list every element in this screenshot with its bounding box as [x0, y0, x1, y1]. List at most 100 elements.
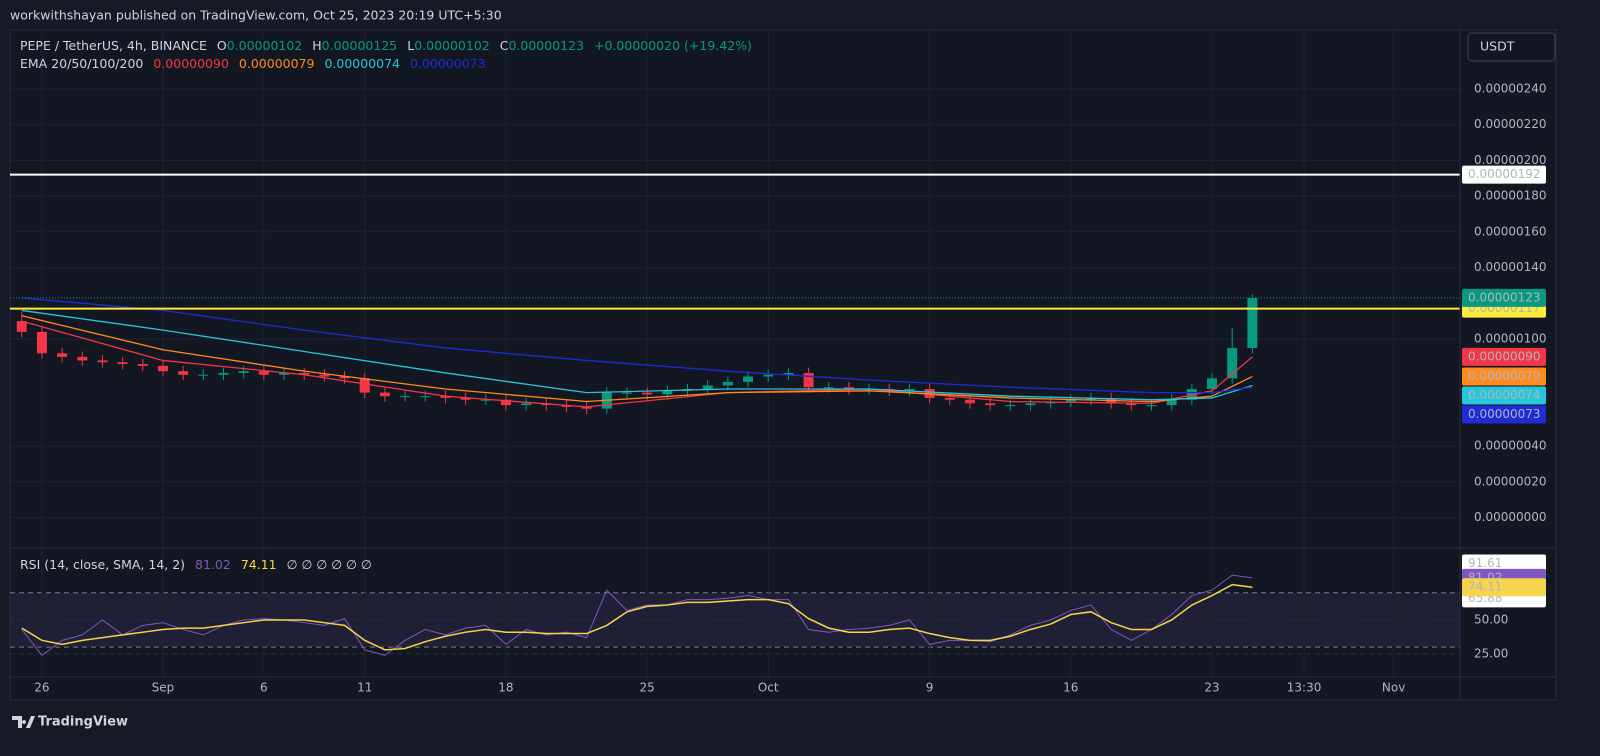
marks: [10, 173, 1460, 656]
currency[interactable]: USDT: [1480, 39, 1515, 54]
price-label-box: [1462, 367, 1546, 386]
logo-icon: [12, 716, 35, 728]
x-tick-label: 25: [640, 681, 655, 695]
footer: TradingView: [38, 715, 128, 730]
candle-body: [1025, 403, 1036, 406]
ema-value: 0.00000073: [410, 56, 486, 71]
candle-body: [319, 374, 330, 377]
candle-body: [1005, 405, 1016, 407]
y-tick-label: 0.00000160: [1474, 224, 1547, 238]
candle-body: [904, 389, 915, 391]
price-label: 74.11: [1468, 580, 1502, 594]
rsi-value: 81.02: [195, 557, 231, 572]
price-label-box: [1462, 165, 1546, 184]
price-label-box: [1462, 288, 1546, 307]
candle-body: [803, 372, 814, 388]
y-tick-label: 50.00: [1474, 612, 1508, 626]
grid: [10, 30, 1460, 677]
y-tick-label: 0.00000040: [1474, 439, 1547, 453]
currency-button[interactable]: [1467, 32, 1556, 62]
price-label-box: [1462, 386, 1546, 405]
y-tick-label: 25.00: [1474, 646, 1508, 660]
candle-body: [57, 353, 68, 357]
candle-body: [1227, 347, 1238, 379]
ohlc-value: 0.00000123: [508, 38, 584, 53]
candle-body: [460, 397, 471, 400]
candle-body: [1247, 297, 1258, 348]
y-tick-label: 0.00000140: [1474, 260, 1547, 274]
indicator: EMA 20/50/100/200: [20, 56, 143, 71]
y-tick-label: 0.00000100: [1474, 332, 1547, 346]
candle-body: [97, 360, 108, 363]
ema-line: [21, 309, 1253, 401]
y-tick-label: 0.00000020: [1474, 474, 1547, 488]
candle-body: [964, 399, 975, 404]
candle-body: [137, 364, 148, 366]
publisher: workwithshayan published on TradingView.…: [10, 8, 502, 23]
price-label: 0.00000090: [1468, 349, 1541, 363]
rsi-title: RSI (14, close, SMA, 14, 2): [20, 557, 185, 572]
candle-body: [359, 378, 370, 393]
price-label-box: [1462, 578, 1546, 597]
candle-body: [843, 387, 854, 390]
ema-line: [21, 297, 1253, 394]
change: +0.00000020 (+19.42%): [594, 38, 752, 53]
candle-body: [722, 381, 733, 386]
x-tick-label: Sep: [152, 681, 175, 695]
ema-value: 0.00000079: [239, 56, 315, 71]
candle-body: [339, 376, 350, 379]
candle-body: [36, 331, 47, 354]
candle-body: [400, 396, 411, 398]
x-tick-label: 16: [1063, 681, 1078, 695]
candle-body: [198, 374, 209, 376]
candle-body: [1126, 403, 1137, 406]
legend-main: PEPE / TetherUS, 4h, BINANCE O0.00000102…: [20, 38, 752, 53]
axis: 0.00000000 0.00000020 0.00000040 0.00000100…: [34, 81, 1546, 694]
y-tick-label: 0.00000220: [1474, 117, 1547, 131]
candle-body: [1207, 378, 1218, 390]
candle-body: [117, 362, 128, 365]
y-tick-label: 0.00000180: [1474, 189, 1547, 203]
candle-body: [218, 372, 229, 375]
candle-body: [642, 392, 653, 395]
rsi-line: [21, 583, 1253, 651]
legend-rsi: RSI (14, close, SMA, 14, 2) 81.02 74.11 …: [20, 557, 372, 572]
price-label: 0.00000192: [1468, 167, 1541, 181]
legend-ema: EMA 20/50/100/200 0.00000090 0.00000079 …: [20, 56, 486, 71]
price-label-box: [1462, 347, 1546, 366]
x-tick-label: 6: [260, 681, 268, 695]
candle-body: [823, 387, 834, 389]
candle-body: [985, 403, 996, 406]
candle-body: [581, 406, 592, 409]
candle-body: [702, 385, 713, 390]
price-label: 0.00000079: [1468, 369, 1541, 383]
ohlc-key: O: [217, 38, 227, 53]
price-label: 0.00000073: [1468, 407, 1541, 421]
candle-body: [1146, 405, 1157, 407]
ema-value: 0.00000090: [153, 56, 229, 71]
candle-body: [500, 399, 511, 406]
x-tick-label: 23: [1204, 681, 1219, 695]
candle-body: [279, 372, 290, 375]
candle-body: [16, 321, 27, 332]
candle-body: [379, 392, 390, 397]
price-label-box: [1462, 405, 1546, 424]
ema-value: 0.00000074: [324, 56, 400, 71]
x-tick-label: 26: [34, 681, 49, 695]
logo: TradingView: [12, 715, 128, 730]
ohlc-value: 0.00000102: [227, 38, 303, 53]
candle-body: [157, 365, 168, 372]
ohlc-key: H: [312, 38, 321, 53]
x-tick-label: Oct: [758, 681, 779, 695]
x-tick-label: 18: [498, 681, 513, 695]
ohlc-value: 0.00000102: [414, 38, 490, 53]
candle-body: [521, 403, 532, 406]
candle-body: [77, 356, 88, 361]
candle-body: [944, 397, 955, 400]
price-label: 0.00000123: [1468, 290, 1541, 304]
price-label: 0.00000074: [1468, 388, 1541, 402]
candle-body: [238, 371, 249, 373]
placeholders: ∅ ∅ ∅ ∅ ∅ ∅: [287, 557, 372, 572]
x-tick-label: 9: [926, 681, 934, 695]
